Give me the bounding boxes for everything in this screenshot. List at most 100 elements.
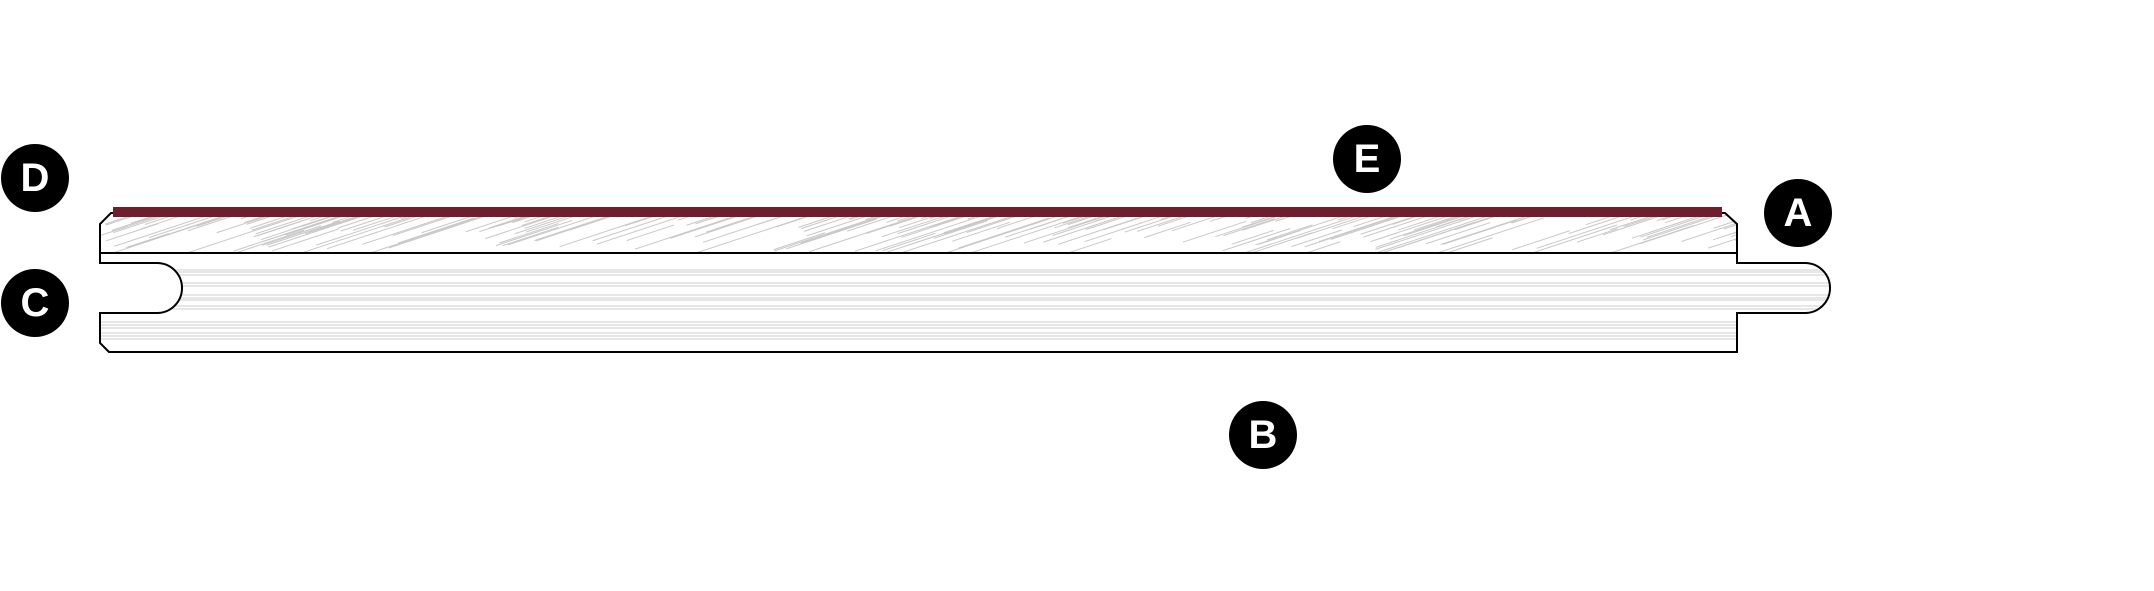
grain-line [106, 223, 159, 242]
grain-line [1459, 213, 1515, 222]
grain-line [524, 213, 676, 229]
grain-line [1144, 221, 1191, 239]
grain-line [1568, 216, 1620, 235]
grain-line [261, 225, 322, 246]
grain-line [800, 213, 919, 244]
grain-line [1708, 218, 1737, 249]
grain-line [1005, 213, 1159, 238]
grain-line [1250, 232, 1314, 253]
grain-line [316, 213, 459, 246]
grain-line [111, 213, 223, 231]
grain-line [1137, 214, 1188, 232]
grain-line [485, 213, 599, 240]
grain-line [886, 213, 985, 223]
grain-line [184, 213, 342, 253]
grain-line [1438, 217, 1544, 253]
grain-line [972, 213, 1129, 253]
grain-line [196, 213, 297, 227]
marker-e: E [1333, 125, 1401, 193]
grain-line [260, 213, 341, 241]
grain-line [952, 221, 1010, 242]
grain-line [1425, 222, 1491, 245]
grain-line [881, 213, 1030, 238]
grain-line [966, 213, 1104, 234]
grain-line [398, 217, 474, 244]
grain-line [958, 217, 1050, 249]
grain-line [1318, 217, 1392, 243]
grain-line [1291, 229, 1342, 248]
grain-line [1255, 213, 1406, 246]
grain-line [268, 213, 420, 248]
grain-line [1664, 213, 1728, 224]
grain-line [392, 213, 483, 237]
grain-line [216, 214, 271, 234]
grain-line [1377, 213, 1505, 253]
grain-line [502, 226, 559, 247]
grain-line [370, 214, 486, 253]
grain-line [901, 213, 1023, 238]
grain-line [670, 213, 779, 239]
grain-line [1058, 213, 1182, 245]
marker-c: C [1, 269, 69, 337]
grain-line [1712, 220, 1737, 241]
grain-line [1043, 213, 1131, 243]
grain-line [310, 213, 372, 222]
grain-line [104, 213, 220, 225]
grain-line [1231, 229, 1274, 245]
grain-line [144, 213, 218, 225]
grain-line [559, 213, 703, 248]
grain-line [1068, 213, 1128, 229]
marker-d: D [1, 144, 69, 212]
grain-line [271, 228, 340, 252]
grain-line [100, 213, 196, 236]
marker-c-label: C [21, 281, 50, 325]
grain-line [498, 213, 584, 227]
grain-line [130, 213, 207, 224]
grain-line [875, 213, 987, 252]
grain-line [1370, 213, 1478, 243]
grain-line [1215, 215, 1278, 238]
wear-layer [113, 207, 1722, 217]
grain-line [310, 213, 450, 233]
grain-line [1171, 213, 1248, 232]
grain-line [1512, 230, 1570, 251]
grain-line [105, 213, 260, 226]
grain-line [149, 213, 223, 238]
grain-line [1443, 219, 1517, 245]
marker-b-label: B [1249, 413, 1278, 457]
grain-line [776, 213, 888, 228]
grain-line [592, 213, 699, 242]
grain-line [1528, 224, 1618, 253]
grain-line [362, 213, 487, 245]
grain-line [1631, 213, 1735, 239]
grain-line [257, 220, 302, 237]
grain-line [304, 213, 425, 253]
grain-line [808, 215, 918, 253]
grain-line [1242, 213, 1372, 231]
grain-line [1223, 218, 1275, 237]
grain-line [1054, 213, 1192, 229]
grain-line [899, 213, 1054, 229]
grain-line [320, 213, 422, 230]
grain-line [340, 213, 492, 232]
grain-line [255, 213, 342, 235]
grain-line [521, 213, 676, 227]
grain-line [890, 213, 1025, 227]
grain-line [624, 213, 728, 227]
grain-line [686, 213, 815, 226]
marker-e-label: E [1354, 137, 1381, 181]
grain-line [495, 219, 573, 247]
grain-line [1440, 213, 1586, 246]
grain-line [1157, 213, 1252, 227]
grain-line [465, 213, 589, 233]
grain-line [1250, 213, 1315, 224]
grain-line [1353, 213, 1509, 228]
grain-line [1242, 213, 1303, 228]
grain-line [1511, 213, 1593, 224]
grain-line [773, 232, 826, 251]
grain-line [338, 213, 456, 229]
grain-line [1536, 213, 1674, 249]
grain-line [1397, 213, 1474, 231]
marker-a: A [1764, 179, 1832, 247]
